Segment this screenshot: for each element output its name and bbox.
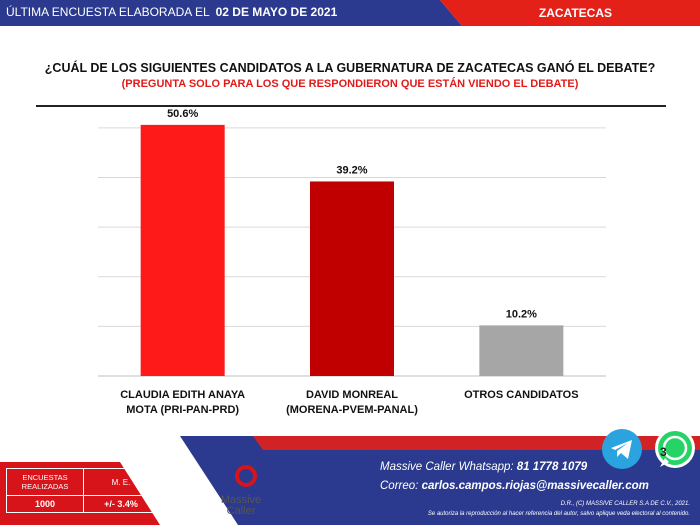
legal-notice: D.R., (C) MASSIVE CALLER S.A DE C.V., 20… (428, 499, 690, 519)
surveys-value: 1000 (6, 495, 84, 513)
massive-caller-logo-mark (225, 461, 257, 487)
bar-3 (479, 325, 564, 376)
data-label-2: 39.2% (336, 164, 367, 176)
top-banner (0, 0, 700, 26)
margin-error-value: +/- 3.4% (83, 495, 159, 513)
header-prefix: ÚLTIMA ENCUESTA ELABORADA EL (6, 5, 210, 19)
bar-1 (140, 124, 225, 376)
surveys-label: ENCUESTAS REALIZADAS (6, 468, 84, 496)
header-date: 02 DE MAYO DE 2021 (215, 5, 338, 19)
question-subtitle: (PREGUNTA SOLO PARA LOS QUE RESPONDIERON… (121, 78, 579, 90)
logo-name-line2: Caller (226, 505, 256, 517)
title-rule (36, 105, 666, 107)
whatsapp-line: Massive Caller Whatsapp: 81 1778 1079 (380, 458, 649, 477)
category-label-2: (MORENA-PVEM-PANAL) (286, 404, 418, 416)
survey-stats-table: ENCUESTAS REALIZADAS M. E. 1000 +/- 3.4% (6, 468, 159, 513)
category-label-3: OTROS CANDIDATOS (464, 389, 579, 401)
survey-date-header: ÚLTIMA ENCUESTA ELABORADA EL 02 DE MAYO D… (6, 5, 337, 19)
question-title: ¿CUÁL DE LOS SIGUIENTES CANDIDATOS A LA … (44, 61, 656, 75)
legal-line2: Se autoriza la reproducción al hacer ref… (427, 511, 690, 517)
data-label-1: 50.6% (167, 108, 198, 120)
telegram-icon[interactable] (601, 428, 643, 470)
logo-name-line1: Massive (220, 494, 262, 506)
whatsapp-number: 81 1778 1079 (516, 461, 588, 473)
page-number: 3 (660, 445, 667, 459)
category-label-1: MOTA (PRI-PAN-PRD) (126, 404, 239, 416)
category-label-2: DAVID MONREAL (306, 389, 398, 401)
email-label: Correo: (380, 480, 419, 492)
bar-chart: 50.6% CLAUDIA EDITH ANAYA MOTA (PRI-PAN-PR… (98, 108, 606, 416)
email-line: Correo: carlos.campos.riojas@massivecall… (380, 477, 649, 496)
category-label-1: CLAUDIA EDITH ANAYA (120, 389, 245, 401)
bar-2 (310, 181, 394, 376)
massive-caller-logo: Massive Caller (216, 458, 266, 517)
data-label-3: 10.2% (506, 308, 537, 320)
whatsapp-icon[interactable] (651, 425, 699, 473)
contact-info: Massive Caller Whatsapp: 81 1778 1079 Co… (380, 458, 649, 496)
email-link[interactable]: carlos.campos.riojas@massivecaller.com (421, 480, 649, 492)
margin-error-label: M. E. (83, 468, 159, 496)
state-label: ZACATECAS (538, 6, 612, 20)
legal-line1: D.R., (C) MASSIVE CALLER S.A DE C.V., 20… (560, 501, 690, 507)
whatsapp-label: Massive Caller Whatsapp: (380, 461, 514, 473)
